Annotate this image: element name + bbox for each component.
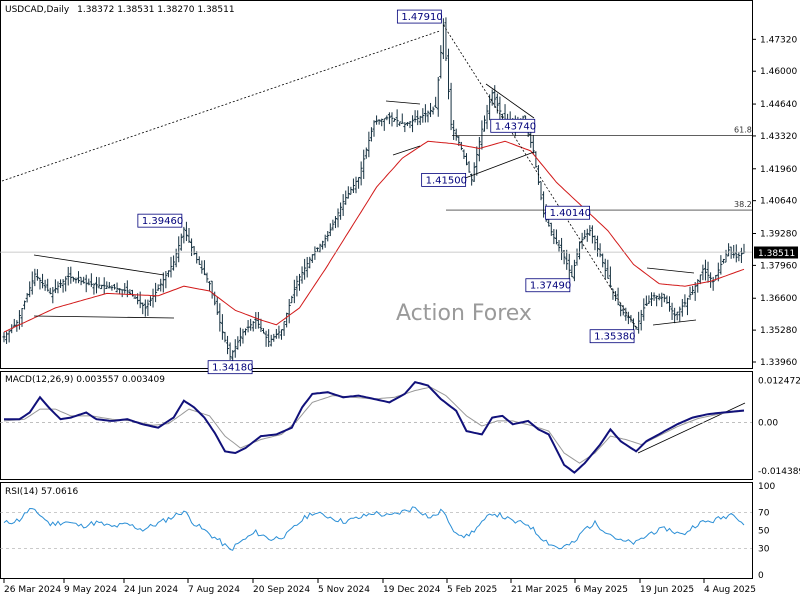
price-ytick-label: 1.39280 xyxy=(760,230,797,240)
pivot-label-box xyxy=(207,360,253,375)
pattern-line xyxy=(485,83,535,119)
header-symbol: USDCAD,Daily xyxy=(5,5,70,15)
x-tick-label: 19 Dec 2024 xyxy=(383,585,441,595)
macd-panel-frame xyxy=(0,371,753,480)
pivot-label-box xyxy=(525,278,571,293)
rsi-ytick-label: 100 xyxy=(758,482,775,492)
x-tick-label: 21 Mar 2025 xyxy=(511,585,568,595)
pivot-label: 1.43740 xyxy=(495,121,536,132)
rsi-ytick-label: 50 xyxy=(758,527,770,537)
x-tick-label: 5 Feb 2025 xyxy=(447,585,497,595)
x-tick-label: 4 Aug 2025 xyxy=(704,585,756,595)
rsi-series xyxy=(0,506,752,551)
pivot-label-box xyxy=(396,9,442,24)
pivot-label: 1.37490 xyxy=(530,281,571,292)
macd-line xyxy=(4,380,745,474)
price-ytick-label: 1.43320 xyxy=(760,132,797,142)
pattern-line xyxy=(33,315,175,319)
pattern-line xyxy=(459,151,535,181)
macd-ytick-label: 0.012472 xyxy=(758,376,800,386)
fib-level-label: 61.8 xyxy=(734,126,752,135)
price-ytick-label: 1.44640 xyxy=(760,100,797,110)
x-tick-label: 9 May 2024 xyxy=(64,585,117,595)
header-ohlc: 1.38372 1.38531 1.38270 1.38511 xyxy=(77,5,234,15)
x-tick-label: 24 Jun 2024 xyxy=(124,585,178,595)
price-ytick-label: 1.47320 xyxy=(760,35,797,45)
price-ytick-label: 1.41960 xyxy=(760,165,797,175)
pivot-label: 1.41500 xyxy=(426,175,467,186)
pivot-label: 1.40140 xyxy=(550,208,591,219)
watermark: Action Forex xyxy=(396,301,532,326)
current-price-text: 1.38511 xyxy=(758,249,795,259)
macd-ytick-label: 0.00 xyxy=(758,419,778,429)
pivot-label-box xyxy=(490,118,536,133)
pivot-label-box xyxy=(589,329,635,344)
price-ytick-label: 1.46000 xyxy=(760,67,797,77)
macd-title: MACD(12,26,9) 0.003557 0.003409 xyxy=(5,375,165,385)
price-ytick-label: 1.37960 xyxy=(760,261,797,271)
pattern-line xyxy=(637,402,746,454)
price-ytick-label: 1.35280 xyxy=(760,326,797,336)
rsi-ytick-label: 0 xyxy=(758,571,764,581)
pivot-label-box xyxy=(421,172,467,187)
x-tick-label: 26 Mar 2024 xyxy=(4,585,61,595)
x-tick-label: 19 Jun 2025 xyxy=(640,585,694,595)
price-panel-frame xyxy=(0,0,753,369)
trend-line-dashed xyxy=(1,30,440,182)
pivot-label: 1.47910 xyxy=(401,12,442,23)
moving-average-line xyxy=(3,140,745,333)
pivot-label: 1.39460 xyxy=(142,216,183,227)
x-tick-label: 5 Nov 2024 xyxy=(318,585,370,595)
price-ytick-label: 1.40640 xyxy=(760,197,797,207)
axis-labels: 1.47320 1.46000 1.44640 1.43320 1.41960 1.406… xyxy=(3,35,800,595)
rsi-ytick-label: 30 xyxy=(758,544,770,554)
current-price-marker: 1.38511 xyxy=(754,246,798,259)
pattern-line xyxy=(646,267,695,274)
x-tick-label: 6 May 2025 xyxy=(575,585,628,595)
x-tick-label: 7 Aug 2024 xyxy=(188,585,240,595)
chart-header: USDCAD,Daily 1.38372 1.38531 1.38270 1.3… xyxy=(5,5,235,15)
fib-level-label: 38.2 xyxy=(734,200,752,209)
rsi-title: RSI(14) 57.0616 xyxy=(5,487,78,497)
pattern-line xyxy=(392,145,421,156)
macd-series xyxy=(0,380,752,474)
pattern-line xyxy=(33,254,165,276)
price-series: 61.8 38.2 1.47910 1.43740 1.41500 1.40140 1.39… xyxy=(0,9,752,454)
rsi-line xyxy=(3,506,745,551)
x-tick-label: 20 Sep 2024 xyxy=(253,585,310,595)
pivot-label: 1.34180 xyxy=(212,363,253,374)
current-price-box xyxy=(754,246,798,259)
macd-ytick-label: -0.014389 xyxy=(758,467,800,477)
pivot-label: 1.35380 xyxy=(594,332,635,343)
price-ytick-label: 1.36600 xyxy=(760,294,797,304)
rsi-ytick-label: 70 xyxy=(758,509,770,519)
rsi-panel-frame xyxy=(0,482,753,579)
pattern-line xyxy=(385,100,421,105)
pivot-label-box xyxy=(137,213,183,228)
price-ytick-label: 1.33960 xyxy=(760,358,797,368)
pivot-label-box xyxy=(545,205,590,220)
pattern-line xyxy=(652,319,697,326)
